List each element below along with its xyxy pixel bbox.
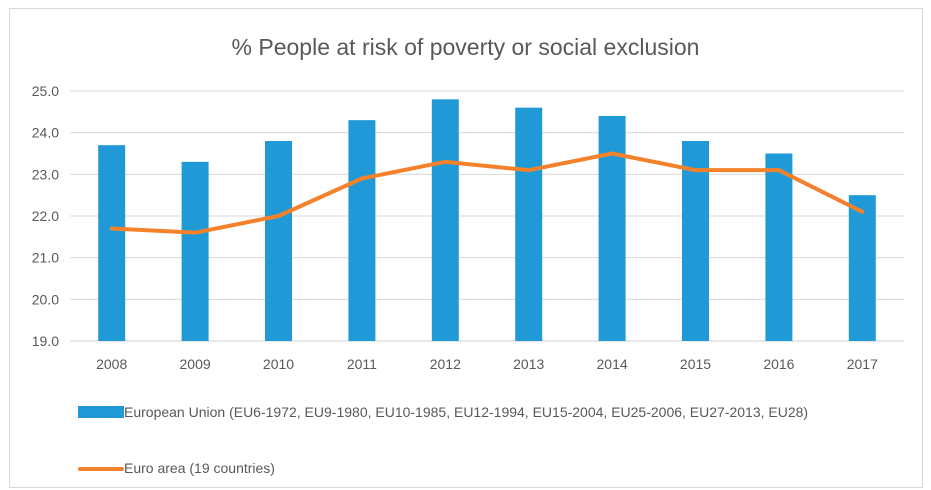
chart-plot: 19.0 20.0 21.0 22.0 23.0 24.0 25.0 2008 2009 201… [32,83,904,372]
x-tick-label: 2011 [347,356,377,372]
y-tick-label: 23.0 [32,166,59,182]
gridlines [70,90,904,342]
series-line [109,151,865,235]
y-tick-label: 21.0 [32,250,59,266]
bar [765,153,793,341]
x-tick-label: 2008 [96,356,127,372]
y-tick-label: 20.0 [32,291,59,307]
y-tick-label: 19.0 [32,333,59,349]
chart-title: % People at risk of poverty or social ex… [231,34,700,60]
x-tick-label: 2009 [180,356,211,372]
bar [598,116,626,341]
legend-swatch-bar [78,406,124,418]
x-tick-label: 2017 [847,356,878,372]
bar [431,99,459,341]
x-tick-label: 2014 [597,356,628,372]
x-tick-label: 2016 [763,356,794,372]
y-tick-label: 25.0 [32,83,59,99]
bar [348,120,376,342]
bar-series [98,99,876,342]
bar [515,107,543,342]
bar [682,141,709,341]
bar [848,195,876,341]
legend-label: Euro area (19 countries) [124,460,275,476]
bar [181,161,209,341]
x-tick-label: 2010 [263,356,294,372]
x-tick-label: 2012 [430,356,461,372]
legend-label: European Union (EU6-1972, EU9-1980, EU10… [124,404,809,420]
bar [98,145,126,341]
bar [265,141,292,341]
x-tick-label: 2015 [680,356,711,372]
legend-item-european-union: European Union (EU6-1972, EU9-1980, EU10… [78,402,898,423]
x-tick-label: 2013 [513,356,544,372]
y-tick-label: 24.0 [32,125,59,141]
legend-swatch-line [78,467,124,471]
line-series [109,151,865,235]
y-tick-label: 22.0 [32,208,59,224]
x-axis-ticks: 2008 2009 2010 2011 2012 2013 2014 2015 2016 2017 [96,356,878,372]
legend-item-euro-area: Euro area (19 countries) [78,458,275,479]
y-axis-ticks: 19.0 20.0 21.0 22.0 23.0 24.0 25.0 [32,83,59,349]
